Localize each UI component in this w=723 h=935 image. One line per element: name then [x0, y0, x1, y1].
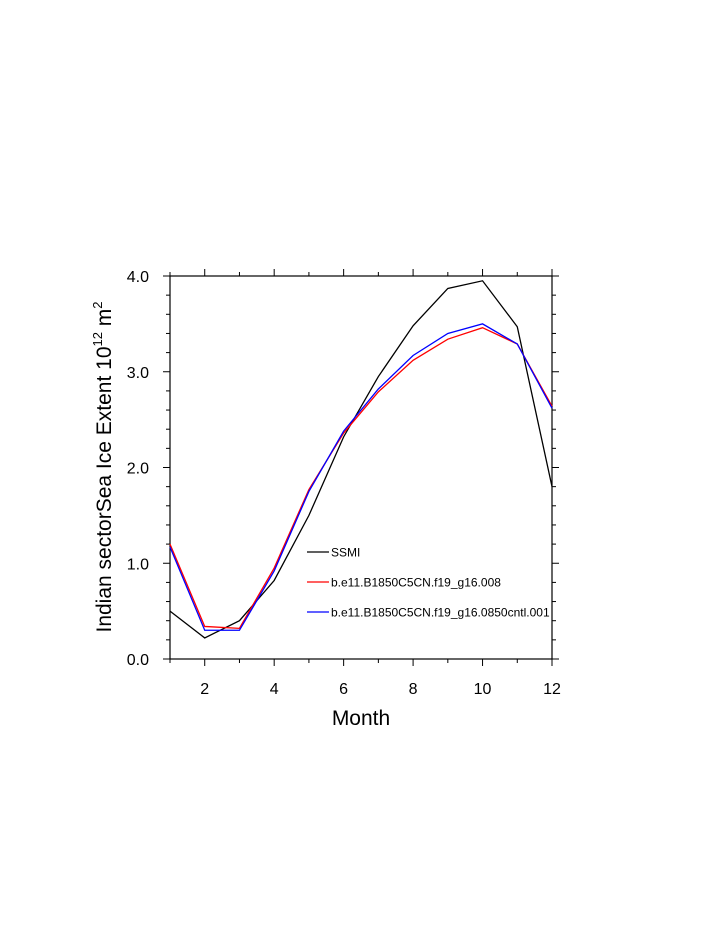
- y-tick-label: 2.0: [127, 461, 149, 478]
- x-tick-label: 10: [474, 681, 492, 698]
- y-tick-label: 0.0: [127, 652, 149, 669]
- series-line-2: [169, 327, 553, 630]
- y-axis-title: Indian sectorSea Ice Extent 1012 m2: [90, 301, 116, 632]
- x-tick-label: 12: [543, 681, 561, 698]
- x-axis-title: Month: [332, 707, 390, 730]
- legend-label-2: b.e11.B1850C5CN.f19_g16.008: [331, 576, 501, 590]
- x-tick-label: 2: [200, 681, 209, 698]
- y-tick-label: 1.0: [127, 556, 149, 573]
- legend: SSMI b.e11.B1850C5CN.f19_g16.008 b.e11.B18…: [307, 546, 550, 620]
- y-tick-label: 4.0: [127, 269, 149, 286]
- y-axis-title-exp1: 12: [90, 332, 105, 346]
- y-tick-label: 3.0: [127, 365, 149, 382]
- tick-marks: [163, 269, 559, 666]
- x-tick-label: 6: [339, 681, 348, 698]
- series-line-1: [169, 280, 553, 639]
- legend-label-3: b.e11.B1850C5CN.f19_g16.0850cntl.001: [331, 606, 550, 620]
- legend-label-1: SSMI: [331, 546, 360, 560]
- series-lines: [169, 280, 553, 639]
- series-line-3: [169, 323, 553, 631]
- x-tick-label: 8: [409, 681, 418, 698]
- y-axis-title-base: Indian sectorSea Ice Extent 10: [93, 347, 116, 633]
- x-tick-label: 4: [270, 681, 279, 698]
- y-axis-title-exp2: 2: [90, 301, 105, 308]
- tick-labels: 2 4 6 8 10 12 0.0 1.0 2.0 3.0 4.0: [127, 269, 561, 698]
- y-axis-title-unit: m: [93, 309, 116, 332]
